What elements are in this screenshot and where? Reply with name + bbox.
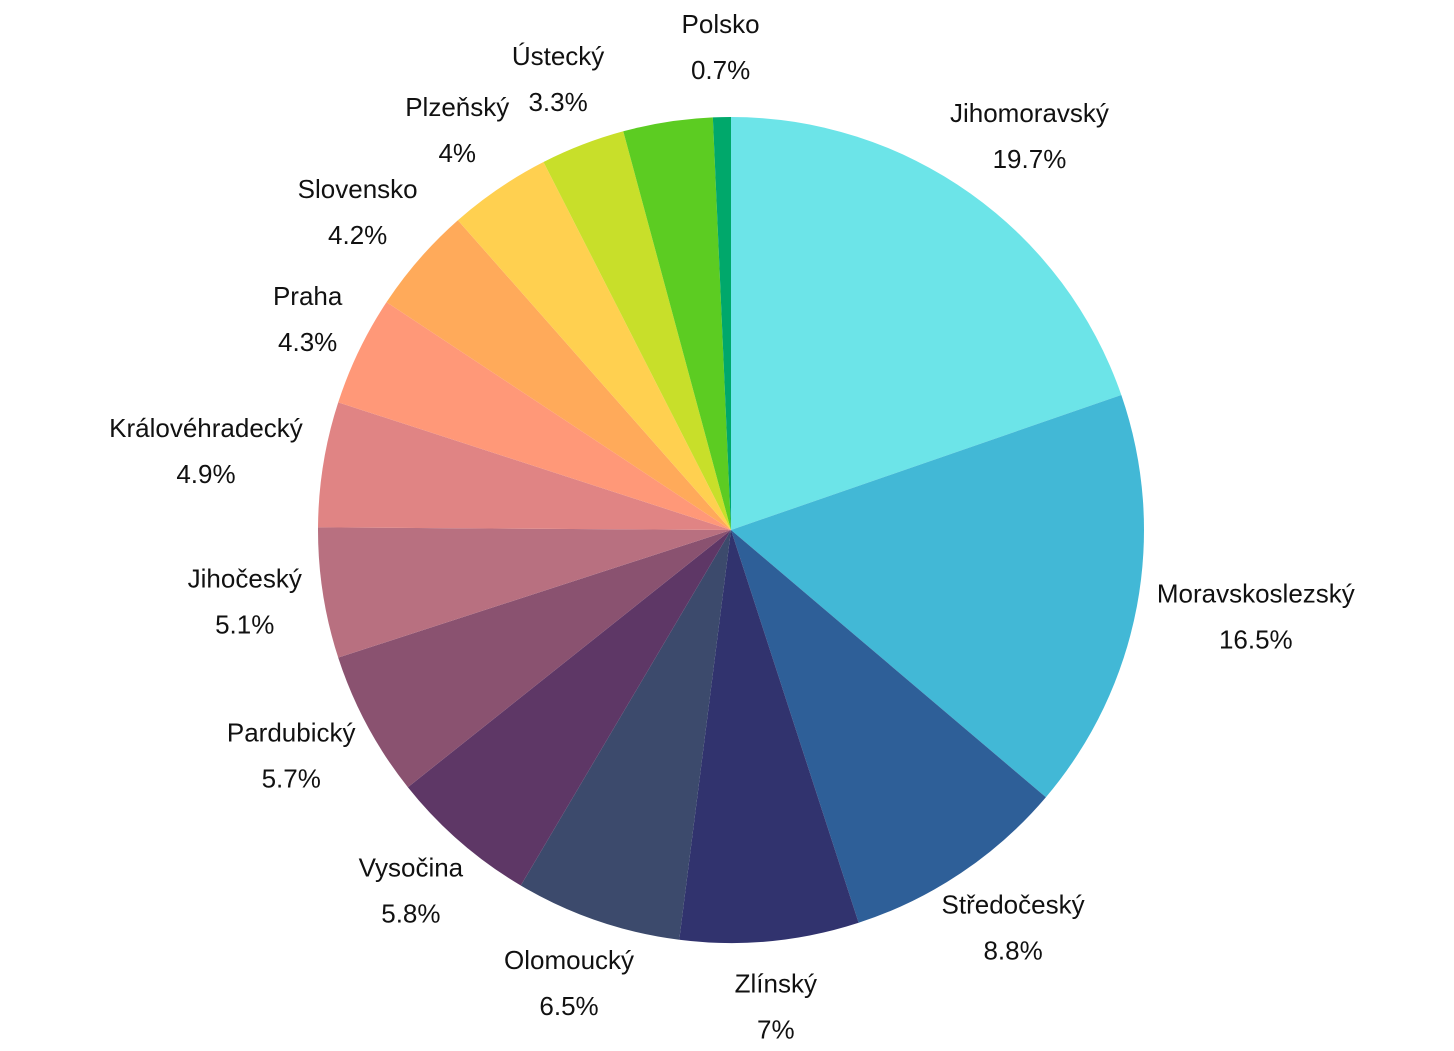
slice-value-label: 7% (757, 1015, 795, 1045)
slice-value-label: 19.7% (993, 144, 1067, 174)
slice-label: Ústecký (512, 41, 604, 71)
slice-label: Pardubický (227, 718, 356, 748)
slice-value-label: 4.9% (176, 459, 235, 489)
slice-value-label: 6.5% (539, 991, 598, 1021)
slice-value-label: 5.8% (381, 899, 440, 929)
slice-label: Královéhradecký (109, 413, 303, 443)
slice-value-label: 5.7% (262, 764, 321, 794)
slice-value-label: 0.7% (691, 55, 750, 85)
pie-slice (731, 117, 1122, 530)
slice-value-label: 4.2% (328, 220, 387, 250)
slice-label: Zlínský (735, 969, 817, 999)
pie-slice (520, 530, 731, 940)
slice-value-label: 5.1% (215, 610, 274, 640)
slice-label: Vysočina (359, 853, 464, 883)
pie-slice (318, 527, 731, 658)
slice-label: Praha (273, 281, 343, 311)
pie-slice (318, 402, 731, 530)
slice-label: Jihočeský (188, 564, 302, 594)
slice-label: Polsko (682, 9, 760, 39)
pie-slice (731, 530, 1046, 923)
slice-label: Jihomoravský (950, 98, 1109, 128)
slice-label: Středočeský (942, 889, 1085, 919)
pie-slice (679, 530, 859, 943)
slice-label: Moravskoslezský (1157, 579, 1355, 609)
slice-value-label: 4.3% (278, 327, 337, 357)
pie-slice (543, 131, 731, 531)
pie-slice (338, 530, 731, 788)
pie-slice (338, 302, 731, 530)
pie-slice (457, 162, 731, 530)
slice-value-label: 16.5% (1219, 625, 1293, 655)
slice-label: Olomoucký (504, 945, 634, 975)
slice-value-label: 8.8% (983, 935, 1042, 965)
pie-slice (407, 530, 731, 886)
pie-slice (731, 394, 1144, 798)
pie-slice (386, 220, 731, 530)
slice-value-label: 3.3% (528, 87, 587, 117)
slice-label: Plzeňský (405, 92, 509, 122)
slice-value-label: 4% (438, 138, 476, 168)
pie-slice (623, 117, 731, 530)
pie-slice (712, 117, 731, 530)
slice-label: Slovensko (298, 174, 418, 204)
